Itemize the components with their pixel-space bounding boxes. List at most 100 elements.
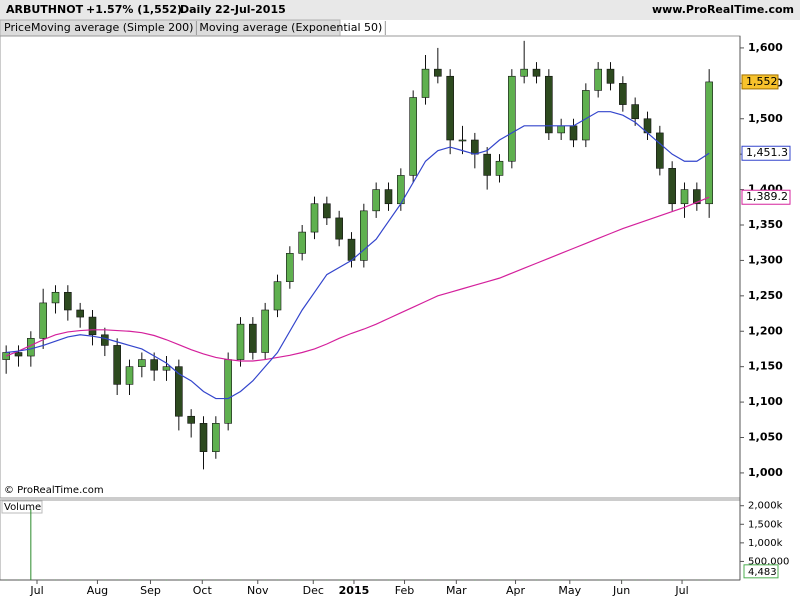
volume-bar [523,579,525,581]
volume-bar [696,579,698,581]
candle-body [520,68,528,77]
y-tick-label: 1,100 [748,395,783,408]
last-value-label: 1,389.2 [746,190,788,203]
volume-bar [659,579,661,581]
candle-body [199,423,208,452]
candle-body [372,189,380,212]
header-bar [0,0,800,20]
x-tick-label: Nov [247,584,269,597]
symbol: ARBUTHNOT [6,3,84,16]
change: +1.57% (1,552) [86,3,182,16]
candle-body [384,189,393,205]
candle-body [323,203,331,219]
volume-bar [363,579,365,581]
volume-bar [536,579,537,581]
volume-bar [597,579,599,581]
y-tick-label: 1,050 [748,431,783,444]
y-tick-label: 1,500 [748,112,783,125]
y-tick-label: 1,300 [748,253,783,266]
volume-bar [462,579,463,581]
y-tick-label: 1,600 [748,41,783,54]
candle-body [14,352,23,357]
volume-bar [104,579,106,581]
candle-body [335,217,343,240]
candle-body [224,359,232,424]
candle-body [508,75,516,162]
site: www.ProRealTime.com [652,3,794,16]
volume-bar [178,579,180,581]
volume-bar [486,579,488,581]
candle-body [125,366,134,385]
candle-body [421,68,430,98]
candle-body [495,160,504,176]
candle-body [76,309,84,318]
volume-bar [338,579,340,581]
candle-body [434,68,442,77]
volume-bar [55,579,56,581]
volume-bar [351,579,352,581]
volume-bar [227,579,229,581]
volume-bar [375,579,377,581]
date: 22-Jul-2015 [215,3,286,16]
candle-body [187,415,195,424]
y-tick-label: 1,200 [748,324,783,337]
period: Daily [180,3,211,16]
volume-bar [79,579,81,581]
last-value-box [741,145,791,161]
y-tick-label: 2,000k [748,501,783,512]
volume-bar [5,579,7,581]
volume-bar [708,579,710,581]
volume-bar [622,579,624,581]
candle-body [261,309,269,353]
volume-bar [671,579,673,581]
y-tick-label: 1,500k [748,519,783,530]
candle-body [2,352,10,360]
x-tick-label: Aug [87,584,108,597]
x-tick-label: Feb [395,584,414,597]
last-price-box [741,74,779,90]
candle-body [310,203,319,233]
volume-bar [425,579,426,581]
volume-bar [215,579,217,581]
candle-body [656,132,664,169]
price-panel [0,35,741,499]
volume-bar [30,509,32,580]
volume-bar [437,579,439,581]
volume-bar [92,579,93,581]
candle-body [39,302,47,339]
volume-bar [264,579,266,581]
candle-body [582,90,590,141]
candle-body [483,153,491,176]
x-tick-label: Dec [303,584,324,597]
candle-body [101,334,109,346]
volume-bar [314,579,315,581]
volume-bar [190,579,192,581]
candle-body [138,359,146,367]
volume-panel [0,499,741,581]
last-volume-label: 4,483 [748,567,777,578]
volume-bar [203,579,204,581]
volume-bar [499,579,500,581]
candle-body [668,168,676,205]
candle-body [150,359,158,371]
volume-bar [301,579,303,581]
last-value-label: 1,451.3 [746,146,788,159]
candle-body [249,323,257,353]
moving-average [6,111,710,400]
volume-bar [585,579,587,581]
candle-body [51,291,60,304]
candle-body [619,83,627,105]
legend-entry: Moving average (Simple 200) [31,21,193,34]
candle-body [162,366,171,371]
volume-bar [388,579,389,581]
legend-entry: Moving average (Exponential 50) [199,21,382,34]
legend-price: Price [4,21,31,34]
volume-bar [42,579,44,581]
last-price-label: 1,552 [746,75,778,88]
candle-body [88,316,97,336]
candle-body [557,125,565,134]
volume-bar [252,579,254,581]
candle-body [236,323,245,360]
